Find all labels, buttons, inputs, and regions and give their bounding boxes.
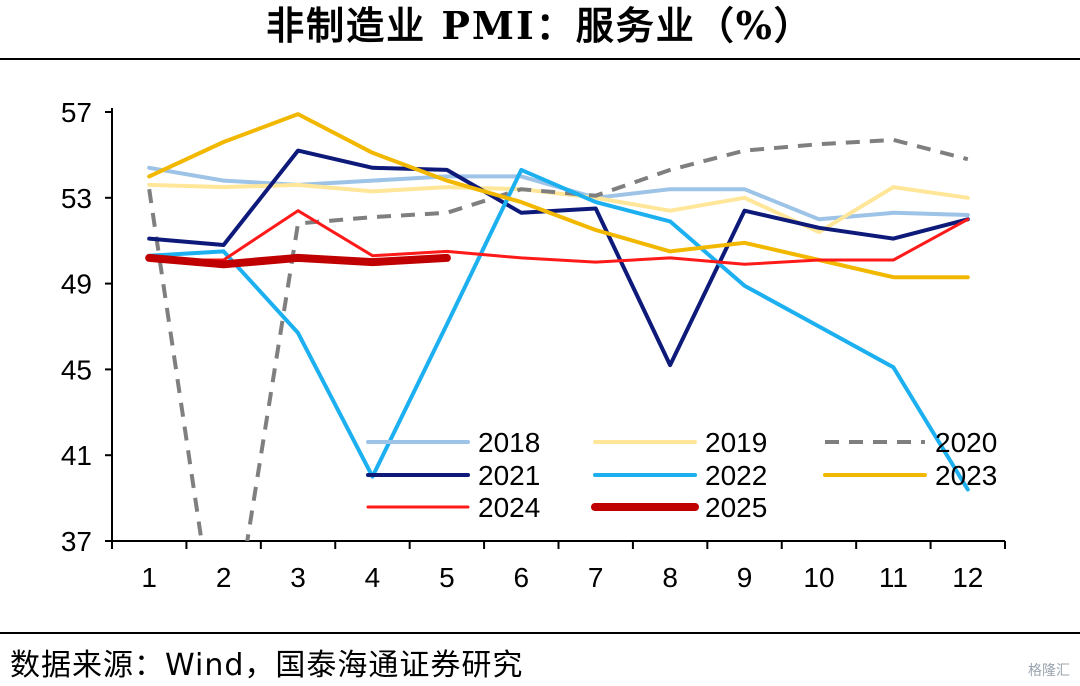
y-tick-label: 41	[61, 440, 92, 471]
legend-label-2024: 2024	[478, 492, 540, 523]
source-rule	[0, 632, 1080, 634]
legend-label-2021: 2021	[478, 460, 540, 491]
series-line-2019	[147, 182, 970, 235]
x-tick-label: 10	[803, 562, 834, 593]
series-line-2020	[147, 137, 969, 541]
y-tick-label: 57	[61, 97, 92, 128]
series-line-2022	[147, 167, 970, 492]
watermark-logo: 格隆汇	[1028, 663, 1070, 679]
series-line-2025	[145, 253, 451, 269]
y-tick-label: 53	[61, 183, 92, 214]
series-line-2023	[147, 112, 970, 280]
legend-label-2023: 2023	[935, 460, 997, 491]
chart-title: 非制造业 PMI：服务业（%）	[266, 3, 814, 48]
y-tick-label: 49	[61, 269, 92, 300]
legend-label-2019: 2019	[705, 427, 767, 458]
x-tick-label: 1	[141, 562, 157, 593]
series-line-2024	[147, 209, 970, 266]
x-tick-label: 3	[290, 562, 306, 593]
y-tick-label: 37	[61, 526, 92, 557]
legend-label-2022: 2022	[705, 460, 767, 491]
y-tick-label: 45	[61, 354, 92, 385]
x-tick-label: 2	[216, 562, 232, 593]
x-tick-label: 4	[365, 562, 381, 593]
x-tick-label: 7	[588, 562, 604, 593]
series-group	[145, 112, 970, 541]
legend-label-2025: 2025	[705, 492, 767, 523]
series-line-2021	[147, 148, 970, 368]
x-tick-label: 11	[879, 562, 908, 593]
x-tick-label: 9	[737, 562, 753, 593]
legend-label-2020: 2020	[935, 427, 997, 458]
x-tick-label: 6	[514, 562, 530, 593]
source-note: 数据来源：Wind，国泰海通证券研究	[10, 648, 524, 683]
x-tick-label: 5	[439, 562, 455, 593]
title-rule	[0, 58, 1080, 60]
x-tick-label: 12	[952, 562, 983, 593]
legend-label-2018: 2018	[478, 427, 540, 458]
x-tick-label: 8	[662, 562, 678, 593]
